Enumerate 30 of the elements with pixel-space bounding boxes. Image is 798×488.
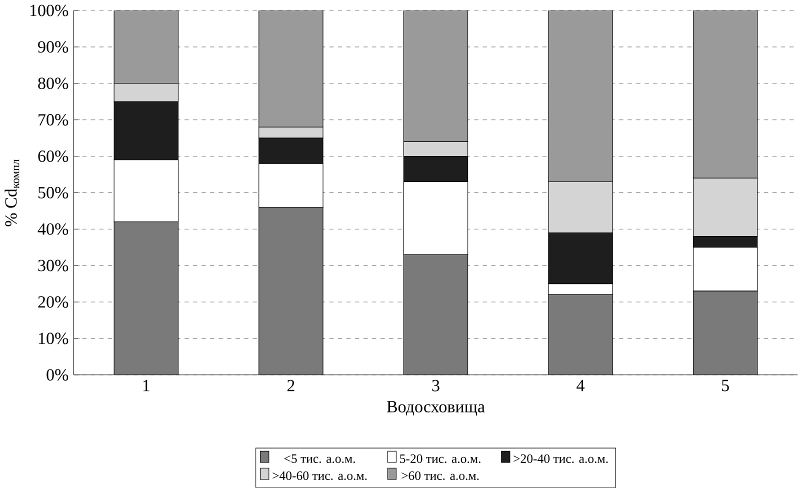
x-tick-label: 1 [143,380,150,392]
y-tick-label: 70% [38,114,68,126]
legend-label: <5 тис. а.о.м. [284,454,355,464]
bar [258,207,324,375]
y-tick-label: 80% [38,78,68,90]
y-tick-label: 30% [38,260,68,272]
bar [114,222,178,375]
y-tick-label: 40% [38,223,68,235]
bar [114,10,178,84]
x-axis-title: Водосховища [386,401,485,416]
bar [258,10,324,128]
bar [548,10,613,182]
bar [403,10,468,142]
y-tick-label: 0% [46,369,68,381]
x-tick-label: 4 [576,380,585,392]
bar [692,10,758,178]
legend-label: >20-40 тис. а.о.м. [514,454,608,464]
y-tick-label: 60% [38,150,68,162]
x-tick-label: 5 [722,380,729,392]
legend-label: >40-60 тис. а.о.м. [272,471,367,480]
y-tick-label: 50% [38,186,68,198]
y-tick-label: 20% [38,296,68,308]
y-tick-label: 100% [30,4,68,16]
y-tick-label: 10% [38,332,68,344]
x-tick-label: 3 [432,380,440,392]
y-axis-title: % Cd$_{компл}$ [4,159,20,226]
legend-label: >60 тис. а.о.м. [402,471,479,480]
y-tick-label: 90% [38,41,68,53]
x-tick-label: 2 [287,380,294,392]
legend-label: 5-20 тис. а.о.м. [400,454,480,464]
